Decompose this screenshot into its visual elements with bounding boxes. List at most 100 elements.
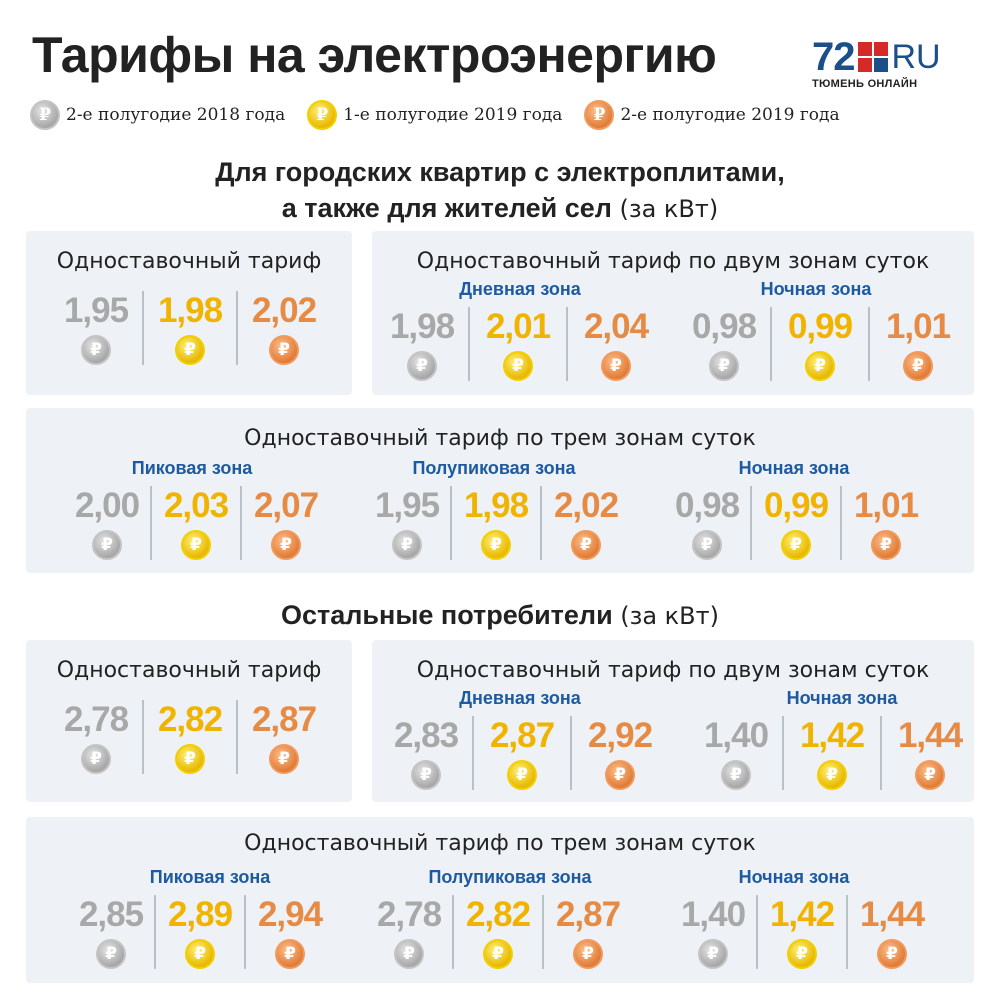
value-group: 1,95 ₽ 1,98 ₽ 2,02 ₽: [50, 291, 330, 365]
site-logo[interactable]: 72 RU ТЮМЕНЬ ОНЛАЙН: [812, 35, 972, 94]
ruble-coin-gold-icon: ₽: [483, 939, 513, 969]
value-2019h2: 1,01: [885, 307, 951, 346]
zone-label-peak: Пиковая зона: [131, 458, 253, 478]
value-2019h2: 2,04: [583, 307, 649, 346]
value-2018h2: 2,83: [393, 716, 459, 755]
ruble-coin-copper-icon: ₽: [271, 530, 301, 560]
ruble-coin-copper-icon: ₽: [903, 351, 933, 381]
ruble-coin-gray-icon: ₽: [411, 760, 441, 790]
value-2018h2: 1,95: [63, 291, 129, 330]
ruble-coin-copper-icon: ₽: [915, 760, 945, 790]
logo-number: 72: [812, 35, 855, 79]
value-group: 2,78 ₽ 2,82 ₽ 2,87 ₽: [366, 895, 632, 969]
ruble-coin-copper-icon: ₽: [871, 530, 901, 560]
ruble-coin-gold-icon: ₽: [181, 530, 211, 560]
value-2019h1: 2,89: [167, 895, 233, 934]
value-2019h1: 1,98: [463, 486, 529, 525]
ruble-coin-copper-icon: ₽: [269, 335, 299, 365]
ruble-coin-gold-icon: ₽: [787, 939, 817, 969]
value-2019h1: 2,01: [485, 307, 551, 346]
panel-title: Одноставочный тариф: [56, 658, 322, 683]
value-2018h2: 0,98: [691, 307, 757, 346]
value-2019h2: 2,02: [553, 486, 619, 525]
value-2019h1: 1,42: [769, 895, 835, 934]
panel-title: Одноставочный тариф: [56, 249, 322, 274]
value-2019h1: 1,98: [157, 291, 223, 330]
ruble-coin-copper-icon: ₽: [584, 100, 615, 130]
value-group: 2,00 ₽ 2,03 ₽ 2,07 ₽: [64, 486, 330, 560]
zone-label-day: Дневная зона: [459, 279, 581, 299]
ruble-coin-copper-icon: ₽: [571, 530, 601, 560]
section2-unit: (за кВт): [620, 602, 719, 630]
value-2019h1: 0,99: [763, 486, 829, 525]
value-group: 1,40 ₽ 1,42 ₽ 1,44 ₽: [670, 895, 936, 969]
ruble-coin-gray-icon: ₽: [81, 744, 111, 774]
ruble-coin-gold-icon: ₽: [175, 744, 205, 774]
legend-label: 2-е полугодие 2019 года: [620, 105, 840, 125]
ruble-coin-copper-icon: ₽: [877, 939, 907, 969]
section1-two-zone-panel: Одноставочный тариф по двум зонам суток …: [372, 231, 974, 395]
value-2018h2: 2,78: [63, 700, 129, 739]
value-2018h2: 1,40: [680, 895, 746, 934]
value-2019h2: 2,07: [253, 486, 319, 525]
panel-title: Одноставочный тариф по трем зонам суток: [244, 426, 756, 451]
value-2019h1: 2,87: [489, 716, 555, 755]
ruble-coin-copper-icon: ₽: [605, 760, 635, 790]
ruble-coin-gold-icon: ₽: [817, 760, 847, 790]
section1-three-zone-panel: Одноставочный тариф по трем зонам суток …: [26, 408, 974, 573]
value-2018h2: 1,40: [703, 716, 769, 755]
zone-label-day: Дневная зона: [459, 688, 581, 708]
ruble-coin-gray-icon: ₽: [698, 939, 728, 969]
zone-label-half-peak: Полупиковая зона: [412, 458, 576, 478]
value-2019h2: 1,01: [853, 486, 919, 525]
value-2018h2: 1,95: [374, 486, 440, 525]
ruble-coin-gold-icon: ₽: [185, 939, 215, 969]
value-2019h1: 2,03: [163, 486, 229, 525]
value-group: 0,98 ₽ 0,99 ₽ 1,01 ₽: [678, 307, 966, 381]
value-group: 2,83 ₽ 2,87 ₽ 2,92 ₽: [380, 716, 668, 790]
ruble-coin-gold-icon: ₽: [805, 351, 835, 381]
logo-domain: RU: [891, 38, 941, 76]
zone-label-night: Ночная зона: [738, 458, 850, 478]
logo-subtitle: ТЮМЕНЬ ОНЛАЙН: [812, 78, 918, 90]
value-2019h2: 2,87: [555, 895, 621, 934]
value-group: 1,95 ₽ 1,98 ₽ 2,02 ₽: [364, 486, 630, 560]
ruble-coin-gold-icon: ₽: [507, 760, 537, 790]
ruble-coin-gray-icon: ₽: [709, 351, 739, 381]
value-2019h2: 2,02: [251, 291, 317, 330]
ruble-coin-gray-icon: ₽: [692, 530, 722, 560]
value-2019h1: 1,42: [799, 716, 865, 755]
ruble-coin-copper-icon: ₽: [573, 939, 603, 969]
section1-heading-line2: а также для жителей сел (за кВт): [281, 193, 719, 223]
ruble-coin-gray-icon: ₽: [30, 100, 60, 130]
legend-label: 1-е полугодие 2019 года: [343, 105, 563, 125]
value-2019h1: 2,82: [157, 700, 223, 739]
ruble-coin-gray-icon: ₽: [392, 530, 422, 560]
logo-squares-icon: [857, 42, 888, 72]
section1-heading-line1: Для городских квартир с электроплитами,: [215, 157, 785, 187]
section2-single-tariff-panel: Одноставочный тариф 2,78 ₽ 2,82 ₽ 2,87 ₽: [26, 640, 352, 802]
legend-label: 2-е полугодие 2018 года: [66, 105, 286, 125]
legend-item: ₽ 2-е полугодие 2018 года: [30, 100, 285, 130]
ruble-coin-copper-icon: ₽: [601, 351, 631, 381]
section1-single-tariff-panel: Одноставочный тариф 1,95 ₽ 1,98 ₽ 2,02 ₽: [26, 231, 352, 395]
ruble-coin-gray-icon: ₽: [81, 335, 111, 365]
ruble-coin-gold-icon: ₽: [481, 530, 511, 560]
legend-item: ₽ 1-е полугодие 2019 года: [307, 100, 562, 130]
ruble-coin-copper-icon: ₽: [269, 744, 299, 774]
ruble-coin-gray-icon: ₽: [96, 939, 126, 969]
ruble-coin-gold-icon: ₽: [503, 351, 533, 381]
legend: ₽ 2-е полугодие 2018 года ₽ 1-е полугоди…: [30, 100, 862, 130]
ruble-coin-copper-icon: ₽: [275, 939, 305, 969]
panel-title: Одноставочный тариф по двум зонам суток: [416, 658, 930, 683]
value-group: 2,78 ₽ 2,82 ₽ 2,87 ₽: [50, 700, 330, 774]
ruble-coin-gray-icon: ₽: [721, 760, 751, 790]
panel-title: Одноставочный тариф по двум зонам суток: [416, 249, 930, 274]
value-2018h2: 2,00: [74, 486, 140, 525]
value-2019h2: 2,94: [257, 895, 323, 934]
legend-item: ₽ 2-е полугодие 2019 года: [584, 100, 840, 130]
zone-label-peak: Пиковая зона: [149, 867, 271, 887]
zone-label-night: Ночная зона: [760, 279, 872, 299]
ruble-coin-gray-icon: ₽: [394, 939, 424, 969]
value-group: 0,98 ₽ 0,99 ₽ 1,01 ₽: [664, 486, 930, 560]
